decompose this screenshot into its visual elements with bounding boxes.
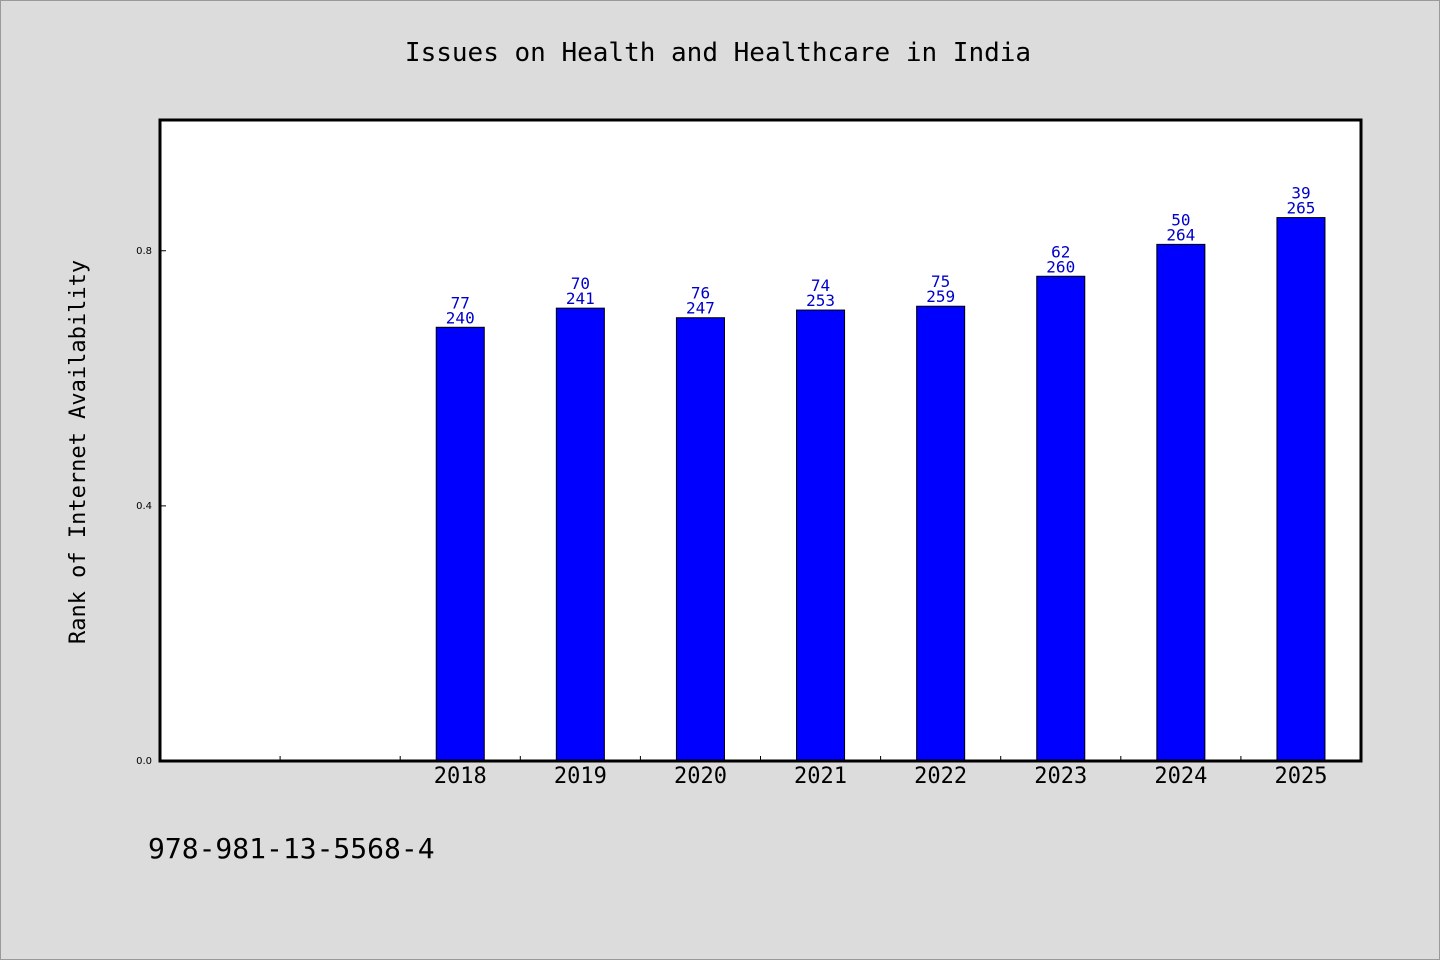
bar <box>435 326 485 762</box>
x-tick-label: 2023 <box>1034 764 1087 789</box>
bar <box>1156 243 1206 762</box>
x-tick-label: 2021 <box>794 764 847 789</box>
bar-data-label-top: 39 <box>1291 184 1310 203</box>
bar-data-label-bottom: 264 <box>1166 225 1195 244</box>
y-axis-label: Rank of Internet Availability <box>66 260 91 644</box>
bar-data-label-top: 76 <box>691 284 710 303</box>
bar-data-label-bottom: 253 <box>806 291 835 310</box>
x-tick-label: 2022 <box>914 764 967 789</box>
bar-data-label-bottom: 241 <box>566 289 595 308</box>
isbn-text: 978-981-13-5568-4 <box>148 832 435 865</box>
bar-data-label-bottom: 247 <box>686 299 715 318</box>
bar-data-label-bottom: 240 <box>446 308 475 327</box>
x-tick-label: 2020 <box>674 764 727 789</box>
plot-frame <box>158 118 1363 763</box>
bar-data-label-top: 74 <box>811 276 830 295</box>
bar <box>796 309 846 762</box>
y-tick-label: 0.0 <box>136 756 152 767</box>
bar-data-label-top: 77 <box>451 293 470 312</box>
bar-data-label-top: 50 <box>1171 210 1190 229</box>
bar-data-label-top: 70 <box>571 274 590 293</box>
x-tick-label: 2019 <box>554 764 607 789</box>
y-tick-label: 0.8 <box>136 246 152 257</box>
y-tick-label: 0.4 <box>136 501 152 512</box>
chart-title: Issues on Health and Healthcare in India <box>405 38 1031 68</box>
bar <box>675 317 725 762</box>
bar <box>916 305 966 762</box>
bar <box>1276 217 1326 762</box>
bar-data-label-bottom: 259 <box>926 287 955 306</box>
bar-data-label-top: 75 <box>931 272 950 291</box>
x-tick-label: 2025 <box>1274 764 1327 789</box>
bar-data-label-top: 62 <box>1051 242 1070 261</box>
x-tick-label: 2024 <box>1154 764 1207 789</box>
bar <box>1036 275 1086 762</box>
bar-data-label-bottom: 265 <box>1286 199 1315 218</box>
bar <box>555 307 605 762</box>
x-tick-label: 2018 <box>434 764 487 789</box>
bar-data-label-bottom: 260 <box>1046 257 1075 276</box>
